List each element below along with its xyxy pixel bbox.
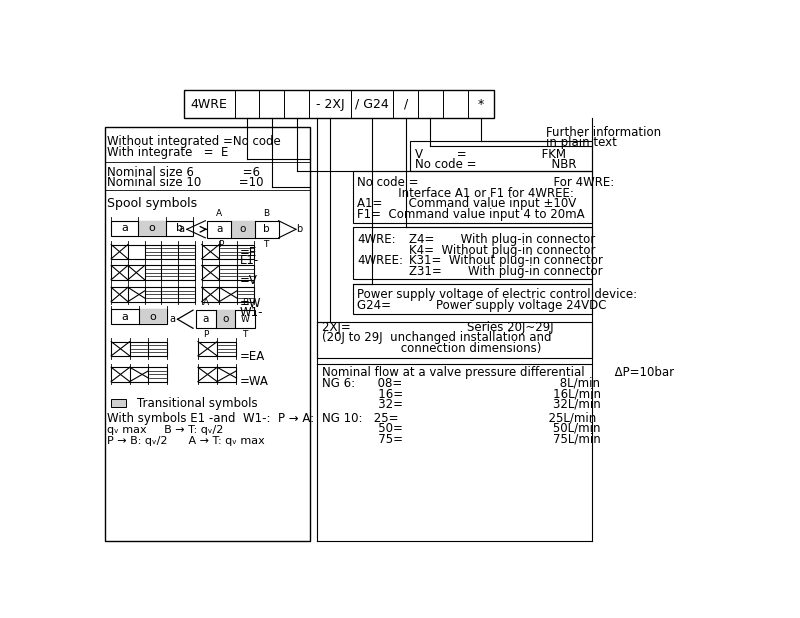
Text: b: b — [296, 224, 302, 234]
Text: in plain text: in plain text — [546, 136, 618, 149]
Text: V         =                    FKM: V = FKM — [415, 148, 566, 161]
Bar — [184, 90, 494, 118]
Text: =E: =E — [239, 245, 257, 258]
Bar — [216, 310, 235, 328]
Bar — [353, 171, 592, 222]
Text: A1=       Command value input ±10V: A1= Command value input ±10V — [358, 197, 577, 210]
Bar — [202, 287, 254, 302]
Text: G24=            Power supply voltage 24VDC: G24= Power supply voltage 24VDC — [358, 299, 606, 312]
Text: =EA: =EA — [239, 350, 265, 363]
Text: - 2XJ: - 2XJ — [316, 98, 344, 111]
Text: o: o — [149, 223, 155, 234]
Text: connection dimensions): connection dimensions) — [322, 342, 542, 355]
Text: 4WREE:: 4WREE: — [358, 254, 403, 267]
Text: F1=  Command value input 4 to 20mA: F1= Command value input 4 to 20mA — [358, 208, 585, 221]
Bar — [353, 227, 592, 279]
Text: NG 10:   25=                                        25L/min: NG 10: 25= 25L/min — [322, 411, 596, 424]
Text: Z4=       With plug-in connector: Z4= With plug-in connector — [409, 233, 595, 246]
Bar — [111, 266, 195, 280]
Bar — [138, 221, 166, 236]
Bar — [207, 221, 278, 238]
Text: 16=                                        16L/min: 16= 16L/min — [322, 387, 601, 400]
Text: W1-: W1- — [239, 305, 263, 319]
Text: / G24: / G24 — [355, 98, 389, 111]
Text: o: o — [222, 314, 229, 324]
Text: 2XJ=                               Series 20J~29J: 2XJ= Series 20J~29J — [322, 321, 554, 334]
Text: =WA: =WA — [239, 375, 268, 388]
Text: Without integrated =No code: Without integrated =No code — [107, 135, 281, 148]
Bar — [198, 342, 237, 356]
Text: NG 6:      08=                                          8L/min: NG 6: 08= 8L/min — [322, 377, 600, 390]
Text: 50=                                        50L/min: 50= 50L/min — [322, 421, 601, 434]
Text: P → B: qᵥ/2      A → T: qᵥ max: P → B: qᵥ/2 A → T: qᵥ max — [107, 436, 265, 446]
Text: 4WRE: 4WRE — [190, 98, 227, 111]
Text: No code =                    NBR: No code = NBR — [415, 158, 577, 171]
Text: Z31=       With plug-in connector: Z31= With plug-in connector — [409, 265, 602, 277]
Text: =V: =V — [239, 274, 258, 287]
Text: a: a — [122, 223, 128, 234]
Text: b: b — [263, 224, 270, 234]
Bar — [202, 245, 254, 259]
Text: Nominal size 10          =10: Nominal size 10 =10 — [107, 176, 264, 189]
Text: No code =                                    For 4WRE:: No code = For 4WRE: — [358, 176, 614, 189]
Text: Spool symbols: Spool symbols — [107, 197, 198, 210]
Bar — [111, 309, 167, 324]
Text: Nominal flow at a valve pressure differential        ΔP=10bar: Nominal flow at a valve pressure differe… — [322, 366, 674, 379]
Text: a: a — [170, 314, 175, 324]
Text: *: * — [478, 98, 484, 111]
Text: a: a — [122, 312, 129, 322]
Text: 4WRE:: 4WRE: — [358, 233, 396, 246]
Text: P: P — [203, 331, 209, 339]
Text: T: T — [242, 331, 248, 339]
Text: a: a — [202, 314, 209, 324]
Text: a: a — [216, 224, 222, 234]
Bar — [410, 141, 592, 171]
Bar — [105, 127, 310, 541]
Text: (20J to 29J  unchanged installation and: (20J to 29J unchanged installation and — [322, 331, 551, 344]
Bar — [111, 342, 167, 356]
Bar — [139, 309, 167, 324]
Bar — [353, 284, 592, 314]
Text: B: B — [264, 209, 270, 218]
Text: With integrate   =  E: With integrate = E — [107, 146, 229, 159]
Text: With symbols E1 -and  W1-:  P → A:: With symbols E1 -and W1-: P → A: — [107, 412, 314, 425]
Bar — [111, 367, 167, 381]
Text: Nominal size 6             =6: Nominal size 6 =6 — [107, 166, 261, 179]
Text: K31=  Without plug-in connector: K31= Without plug-in connector — [409, 254, 602, 267]
Text: /: / — [403, 98, 408, 111]
Text: A: A — [216, 209, 222, 218]
Text: T: T — [262, 240, 268, 249]
Text: =W: =W — [239, 297, 261, 310]
Text: 32=                                        32L/min: 32= 32L/min — [322, 398, 601, 411]
Text: A: A — [203, 298, 209, 307]
Bar — [198, 367, 237, 381]
Text: qᵥ max     B → T: qᵥ/2: qᵥ max B → T: qᵥ/2 — [107, 425, 224, 435]
Text: W: W — [241, 315, 250, 324]
Text: Further information: Further information — [546, 125, 662, 138]
Text: E1-: E1- — [239, 254, 258, 267]
Bar — [111, 287, 195, 302]
Text: b: b — [176, 223, 183, 234]
Bar — [231, 221, 254, 238]
Bar — [111, 245, 195, 259]
Bar — [111, 221, 193, 236]
Text: o: o — [150, 312, 156, 322]
Text: B: B — [242, 298, 248, 307]
Bar — [111, 399, 126, 407]
Text: 75=                                        75L/min: 75= 75L/min — [322, 432, 601, 445]
Text: K4=  Without plug-in connector: K4= Without plug-in connector — [409, 243, 595, 256]
Text: Power supply voltage of electric control device:: Power supply voltage of electric control… — [358, 289, 638, 302]
Bar — [317, 321, 592, 358]
Bar — [202, 266, 254, 280]
Text: Interface A1 or F1 for 4WREE:: Interface A1 or F1 for 4WREE: — [358, 187, 574, 200]
Text: o: o — [240, 224, 246, 234]
Text: P: P — [218, 240, 224, 249]
Text: a: a — [179, 224, 185, 234]
Text: Transitional symbols: Transitional symbols — [138, 397, 258, 410]
Bar — [196, 310, 255, 328]
